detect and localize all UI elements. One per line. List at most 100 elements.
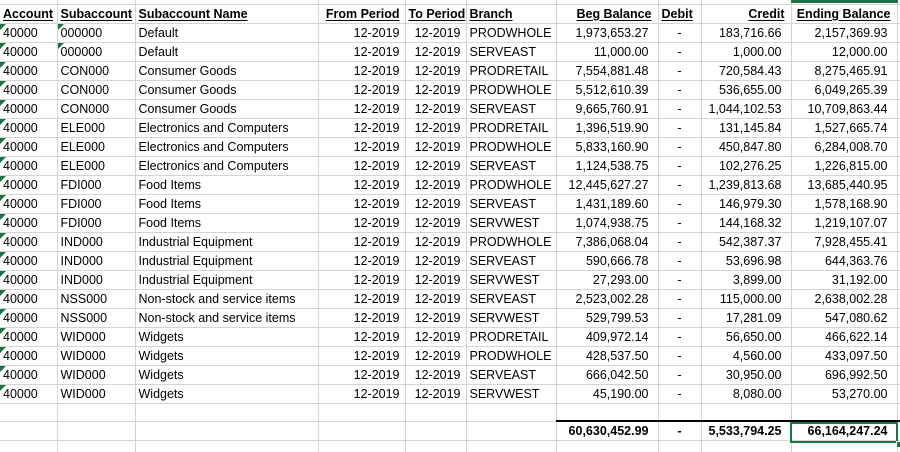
cell-account[interactable]: 40000 [0, 231, 58, 252]
cell-subaccount-name[interactable]: Consumer Goods [134, 98, 319, 119]
cell-beg-balance[interactable]: 666,042.50 [555, 364, 659, 385]
cell-from-period[interactable]: 12-2019 [317, 174, 406, 195]
fill-handle[interactable] [896, 441, 900, 447]
total-beg-balance[interactable]: 60,630,452.99 [555, 420, 659, 441]
cell-debit[interactable]: - [657, 383, 702, 404]
header-to-period[interactable]: To Period [404, 3, 467, 24]
cell-debit[interactable]: - [657, 174, 702, 195]
header-subaccount[interactable]: Subaccount [56, 3, 136, 24]
cell-from-period[interactable]: 12-2019 [317, 250, 406, 271]
cell-subaccount[interactable]: NSS000 [56, 288, 136, 309]
cell-from-period[interactable]: 12-2019 [317, 155, 406, 176]
cell-beg-balance[interactable]: 1,396,519.90 [555, 117, 659, 138]
cell-branch[interactable]: SERVWEST [465, 212, 557, 233]
cell-account[interactable]: 40000 [0, 79, 58, 100]
cell-subaccount[interactable]: WID000 [56, 383, 136, 404]
cell-account[interactable]: 40000 [0, 364, 58, 385]
cell-from-period[interactable]: 12-2019 [317, 193, 406, 214]
cell-debit[interactable]: - [657, 117, 702, 138]
cell-subaccount-name[interactable]: Widgets [134, 326, 319, 347]
cell-beg-balance[interactable]: 1,431,189.60 [555, 193, 659, 214]
cell-credit[interactable]: 3,899.00 [700, 269, 792, 290]
cell[interactable] [56, 402, 136, 422]
header-debit[interactable]: Debit [657, 3, 702, 24]
cell-ending-balance[interactable]: 31,192.00 [790, 269, 898, 290]
cell-credit[interactable]: 115,000.00 [700, 288, 792, 309]
cell-credit[interactable]: 17,281.09 [700, 307, 792, 328]
cell-beg-balance[interactable]: 12,445,627.27 [555, 174, 659, 195]
cell-credit[interactable]: 53,696.98 [700, 250, 792, 271]
cell-subaccount-name[interactable]: Food Items [134, 212, 319, 233]
cell-to-period[interactable]: 12-2019 [404, 117, 467, 138]
cell-subaccount[interactable]: NSS000 [56, 307, 136, 328]
cell-account[interactable]: 40000 [0, 117, 58, 138]
cell-ending-balance[interactable]: 696,992.50 [790, 364, 898, 385]
header-beg-balance[interactable]: Beg Balance [555, 3, 659, 24]
cell-from-period[interactable]: 12-2019 [317, 326, 406, 347]
cell-debit[interactable]: - [657, 22, 702, 43]
cell-debit[interactable]: - [657, 345, 702, 366]
cell-credit[interactable]: 720,584.43 [700, 60, 792, 81]
cell-debit[interactable]: - [657, 212, 702, 233]
cell-account[interactable]: 40000 [0, 288, 58, 309]
cell-to-period[interactable]: 12-2019 [404, 250, 467, 271]
cell-subaccount-name[interactable]: Electronics and Computers [134, 117, 319, 138]
cell-to-period[interactable]: 12-2019 [404, 98, 467, 119]
cell-branch[interactable]: PRODWHOLE [465, 136, 557, 157]
cell-from-period[interactable]: 12-2019 [317, 212, 406, 233]
cell-ending-balance[interactable]: 7,928,455.41 [790, 231, 898, 252]
cell-beg-balance[interactable]: 2,523,002.28 [555, 288, 659, 309]
cell-debit[interactable]: - [657, 269, 702, 290]
cell-debit[interactable]: - [657, 364, 702, 385]
cell-from-period[interactable]: 12-2019 [317, 231, 406, 252]
cell-branch[interactable]: SERVWEST [465, 383, 557, 404]
cell-branch[interactable]: PRODRETAIL [465, 117, 557, 138]
cell-subaccount[interactable]: 000000 [56, 41, 136, 62]
cell-from-period[interactable]: 12-2019 [317, 41, 406, 62]
cell-account[interactable]: 40000 [0, 212, 58, 233]
cell-from-period[interactable]: 12-2019 [317, 60, 406, 81]
cell-from-period[interactable]: 12-2019 [317, 117, 406, 138]
cell-subaccount-name[interactable]: Widgets [134, 345, 319, 366]
cell-beg-balance[interactable]: 529,799.53 [555, 307, 659, 328]
header-from-period[interactable]: From Period [317, 3, 406, 24]
cell-credit[interactable]: 131,145.84 [700, 117, 792, 138]
cell-credit[interactable]: 144,168.32 [700, 212, 792, 233]
cell-from-period[interactable]: 12-2019 [317, 288, 406, 309]
cell-debit[interactable]: - [657, 60, 702, 81]
cell-credit[interactable]: 102,276.25 [700, 155, 792, 176]
cell-beg-balance[interactable]: 5,833,160.90 [555, 136, 659, 157]
cell-subaccount-name[interactable]: Consumer Goods [134, 79, 319, 100]
cell-ending-balance[interactable]: 1,578,168.90 [790, 193, 898, 214]
cell-ending-balance[interactable]: 433,097.50 [790, 345, 898, 366]
cell-account[interactable]: 40000 [0, 193, 58, 214]
cell[interactable] [465, 420, 557, 441]
cell-account[interactable]: 40000 [0, 22, 58, 43]
cell-beg-balance[interactable]: 428,537.50 [555, 345, 659, 366]
cell-account[interactable]: 40000 [0, 307, 58, 328]
cell-debit[interactable]: - [657, 98, 702, 119]
cell-branch[interactable]: SERVEAST [465, 364, 557, 385]
cell[interactable] [404, 420, 467, 441]
cell-debit[interactable]: - [657, 288, 702, 309]
cell-subaccount[interactable]: FDI000 [56, 193, 136, 214]
cell-to-period[interactable]: 12-2019 [404, 364, 467, 385]
cell-branch[interactable]: SERVEAST [465, 98, 557, 119]
cell-ending-balance[interactable]: 1,226,815.00 [790, 155, 898, 176]
cell-debit[interactable]: - [657, 193, 702, 214]
cell-debit[interactable]: - [657, 231, 702, 252]
cell-beg-balance[interactable]: 45,190.00 [555, 383, 659, 404]
cell[interactable] [0, 420, 58, 441]
cell-account[interactable]: 40000 [0, 345, 58, 366]
cell-branch[interactable]: SERVEAST [465, 250, 557, 271]
cell-account[interactable]: 40000 [0, 250, 58, 271]
cell-subaccount-name[interactable]: Industrial Equipment [134, 250, 319, 271]
cell-from-period[interactable]: 12-2019 [317, 136, 406, 157]
cell-ending-balance[interactable]: 53,270.00 [790, 383, 898, 404]
header-subaccount-name[interactable]: Subaccount Name [134, 3, 319, 24]
cell-account[interactable]: 40000 [0, 326, 58, 347]
cell-branch[interactable]: PRODWHOLE [465, 22, 557, 43]
cell-subaccount[interactable]: IND000 [56, 250, 136, 271]
cell-account[interactable]: 40000 [0, 41, 58, 62]
cell-credit[interactable]: 56,650.00 [700, 326, 792, 347]
